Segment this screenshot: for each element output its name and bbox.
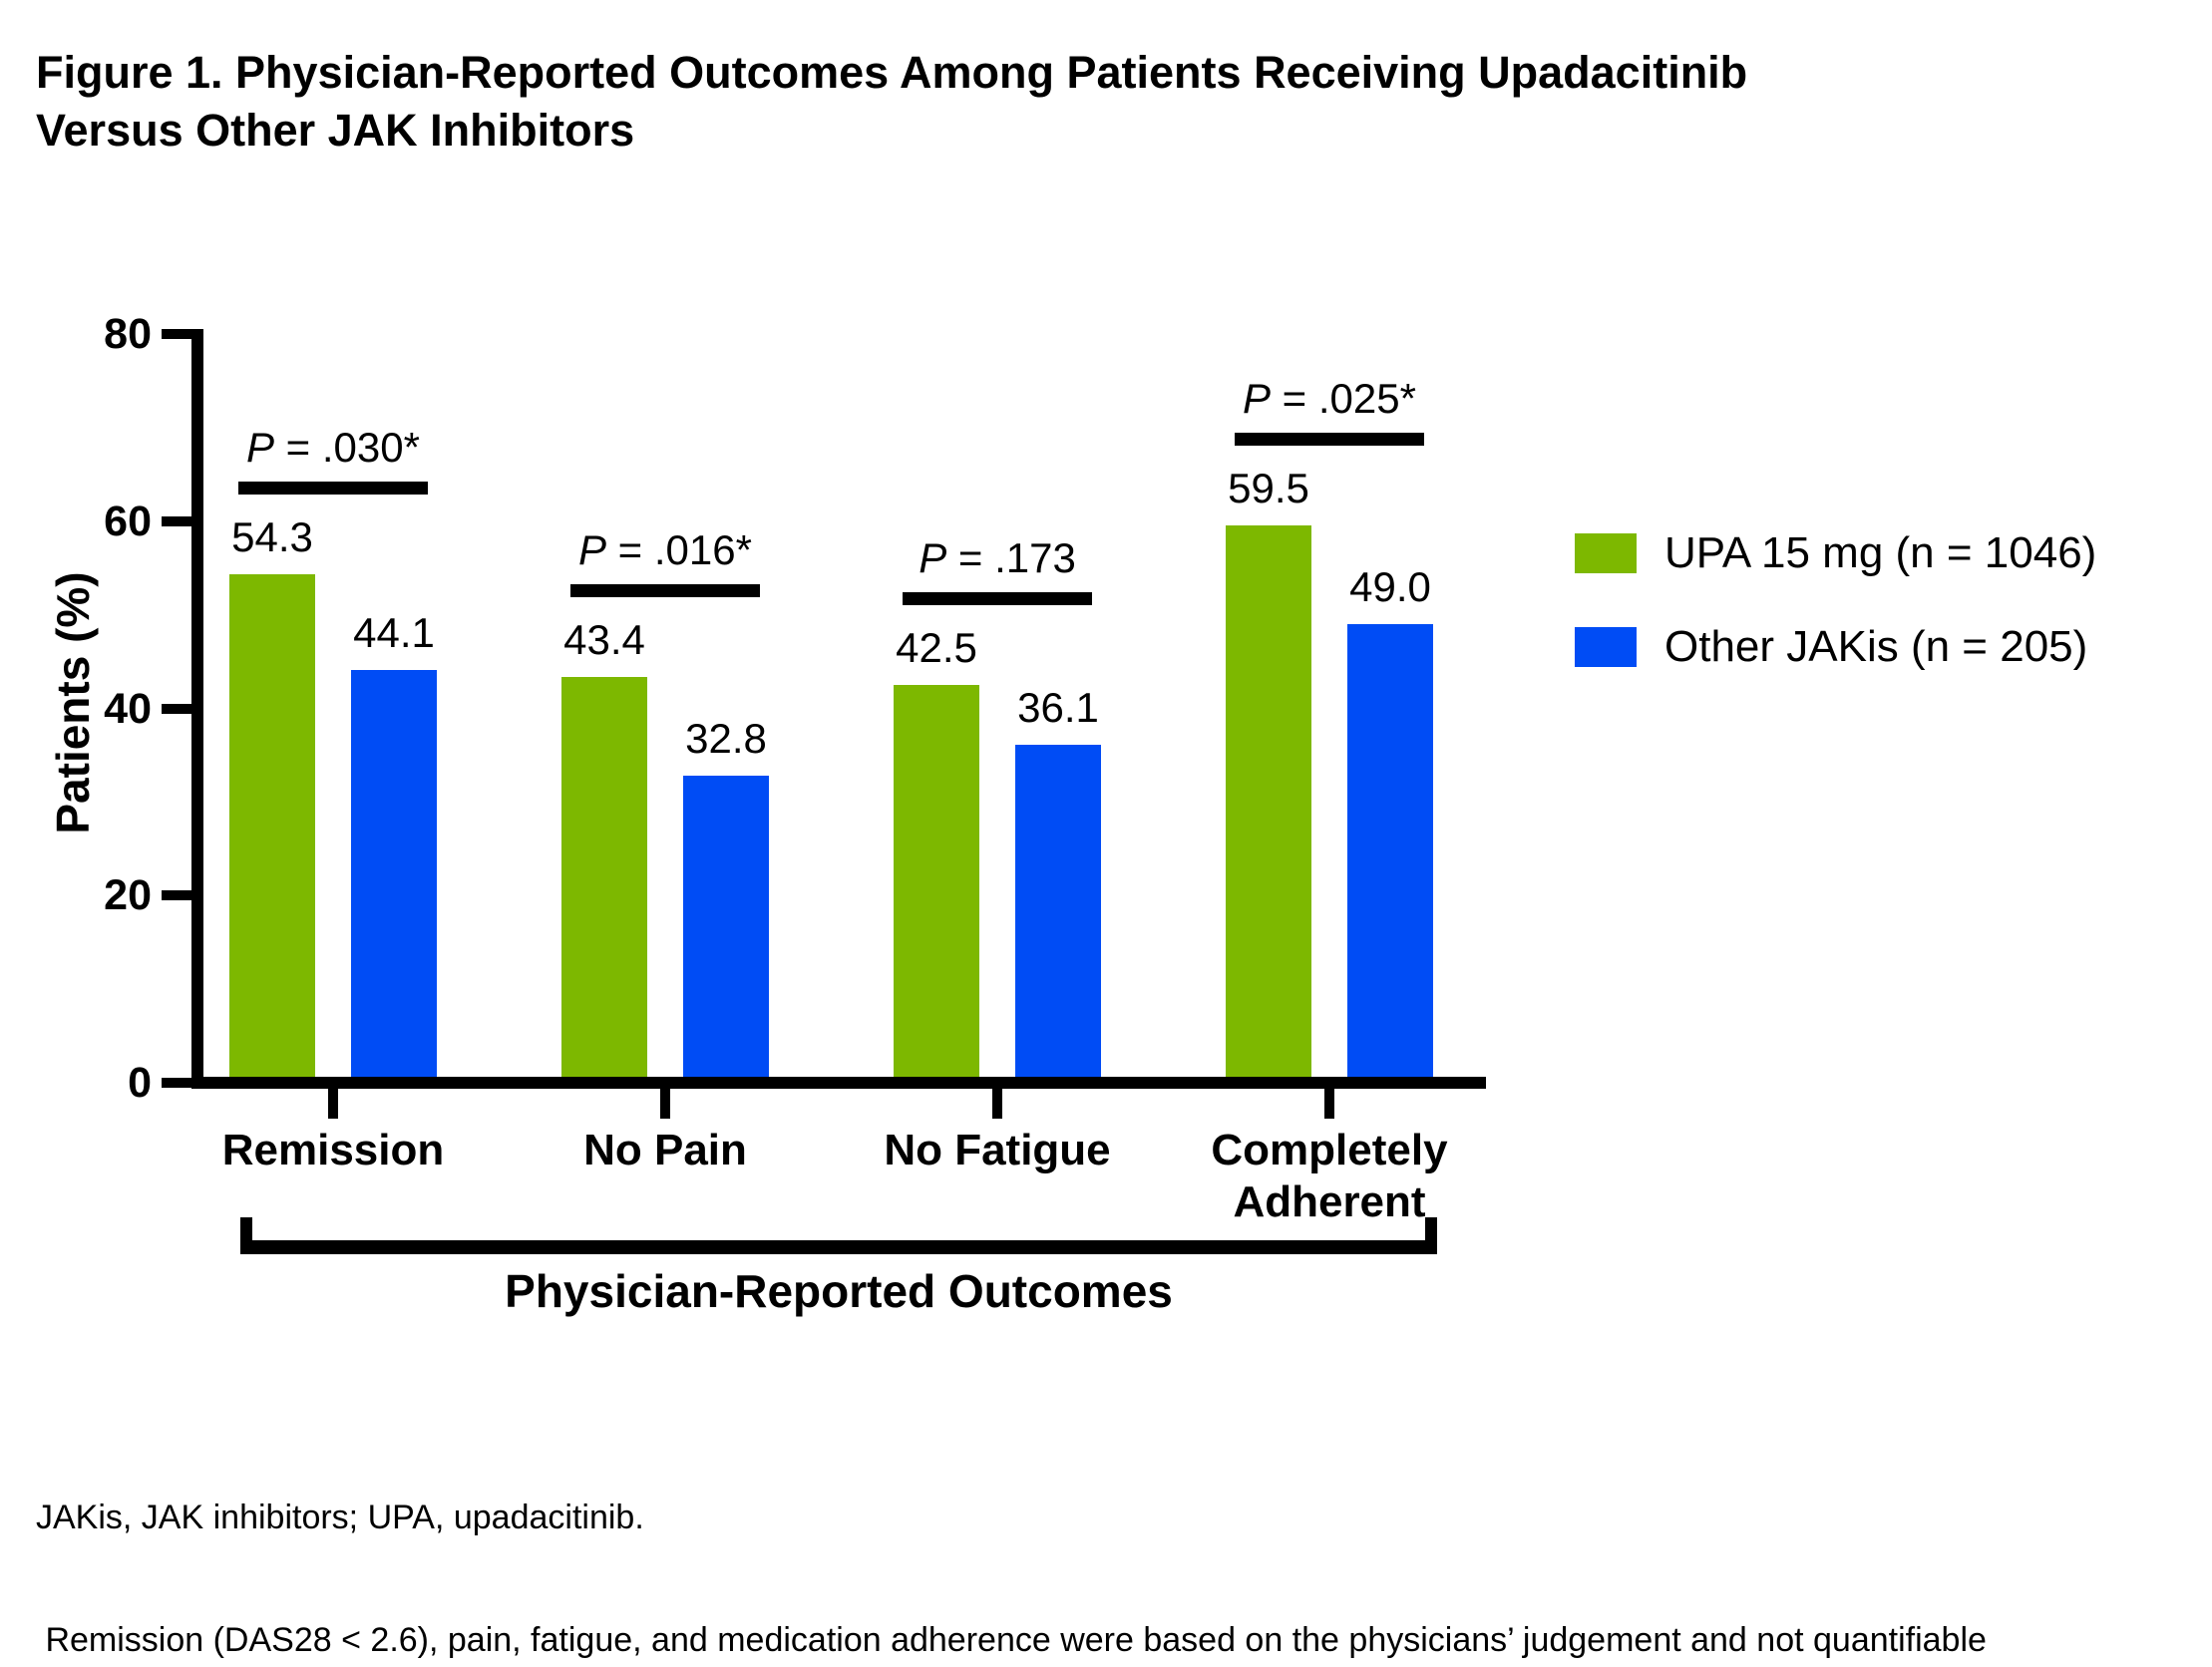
p-value-label: P = .173 [919, 534, 1076, 582]
bar-upa [1226, 525, 1311, 1081]
bar-other-jakis [683, 776, 769, 1081]
y-axis-tick [162, 1078, 192, 1088]
y-axis-tick [162, 703, 192, 714]
x-axis-tick [328, 1089, 338, 1119]
figure-title-line2: Versus Other JAK Inhibitors [36, 105, 635, 156]
y-axis-tick-label: 20 [104, 871, 152, 920]
x-axis-group-title: Physician-Reported Outcomes [505, 1265, 1173, 1317]
legend-item-other-jakis: Other JAKis (n = 205) [1575, 619, 2096, 675]
legend-item-upa: UPA 15 mg (n = 1046) [1575, 525, 2096, 581]
bar-value-label: 44.1 [353, 609, 435, 656]
bar-value-label: 32.8 [685, 715, 767, 763]
bar-upa [561, 676, 647, 1081]
bar-upa [894, 685, 979, 1081]
x-axis-line [191, 1077, 1486, 1089]
p-value-bracket-line [903, 592, 1092, 606]
x-category-label: Remission [221, 1126, 445, 1174]
p-value-label: P = .030* [246, 424, 420, 472]
bar-value-label: 49.0 [1349, 563, 1431, 610]
x-axis-tick [1324, 1089, 1334, 1119]
legend-swatch-other-jakis [1575, 627, 1637, 667]
p-value-bracket-line [238, 482, 428, 496]
bar-upa [229, 574, 315, 1081]
bar-value-label: 59.5 [1228, 465, 1309, 512]
figure-title-line1: Figure 1. Physician-Reported Outcomes Am… [36, 47, 1748, 98]
x-axis-tick [660, 1089, 670, 1119]
legend-swatch-upa [1575, 533, 1637, 573]
bar-other-jakis [1015, 745, 1101, 1081]
y-axis-tick-label: 0 [128, 1059, 152, 1107]
y-axis-line [191, 329, 203, 1089]
p-value-symbol: P [246, 424, 275, 472]
footnote-abbreviations: JAKis, JAK inhibitors; UPA, upadacitinib… [36, 1499, 644, 1536]
x-category-label: Completely Adherent [1211, 1126, 1448, 1226]
y-axis-tick [162, 890, 192, 901]
bar-other-jakis [351, 670, 437, 1081]
p-value-bracket-line [1235, 433, 1424, 447]
x-category-bracket-right-cap [1425, 1217, 1437, 1254]
p-value-bracket-line [570, 583, 760, 597]
footnote-methods-line1: Remission (DAS28 < 2.6), pain, fatigue, … [36, 1621, 1987, 1659]
p-value-label: P = .025* [1243, 375, 1416, 423]
x-category-bracket-left-cap [240, 1217, 252, 1254]
x-category-label: No Fatigue [884, 1126, 1111, 1174]
bar-value-label: 43.4 [563, 615, 645, 663]
y-axis-tick-label: 40 [104, 684, 152, 733]
y-axis-tick-label: 60 [104, 497, 152, 545]
footnotes: JAKis, JAK inhibitors; UPA, upadacitinib… [36, 1416, 2200, 1667]
bar-value-label: 42.5 [896, 624, 977, 672]
bar-value-label: 36.1 [1017, 684, 1099, 732]
p-value-label: P = .016* [578, 525, 752, 573]
y-axis-tick-label: 80 [104, 310, 152, 358]
legend-label-other-jakis: Other JAKis (n = 205) [1664, 622, 2088, 671]
x-category-bracket-line [240, 1240, 1437, 1254]
p-value-symbol: P [919, 534, 947, 582]
legend-label-upa: UPA 15 mg (n = 1046) [1664, 528, 2097, 577]
x-category-label: No Pain [583, 1126, 747, 1174]
y-axis-tick [162, 515, 192, 526]
x-axis-tick [992, 1089, 1002, 1119]
figure-title: Figure 1. Physician-Reported Outcomes Am… [36, 44, 1747, 160]
legend: UPA 15 mg (n = 1046) Other JAKis (n = 20… [1575, 525, 2096, 713]
bar-other-jakis [1347, 624, 1433, 1081]
y-axis-tick [162, 329, 192, 339]
bar-value-label: 54.3 [231, 513, 313, 561]
p-value-symbol: P [1243, 375, 1272, 423]
p-value-symbol: P [578, 525, 607, 573]
